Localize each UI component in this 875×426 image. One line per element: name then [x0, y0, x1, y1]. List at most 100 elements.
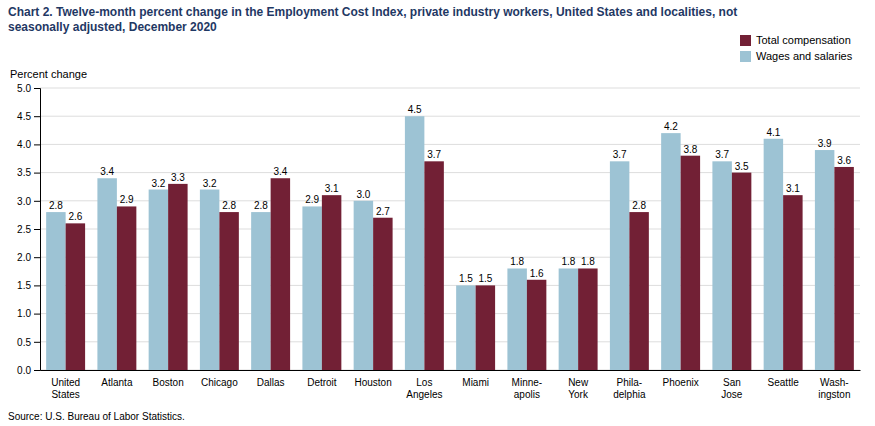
data-label: 2.8: [632, 200, 646, 211]
x-tick-label: Minne-apolis: [512, 377, 543, 400]
x-tick-label: Phila-delphia: [613, 377, 646, 400]
x-tick-label-line: Los: [416, 377, 432, 388]
source: Source: U.S. Bureau of Labor Statistics.: [8, 411, 185, 422]
y-tick-mark: [34, 229, 40, 230]
title: Chart 2. Twelve-month percent change in …: [8, 5, 737, 34]
bar: [815, 150, 834, 370]
data-label: 2.9: [305, 194, 319, 205]
bar: [66, 223, 85, 370]
bar: [578, 268, 597, 370]
y-tick: 4.5: [17, 111, 40, 122]
x-tick-label-line: Chicago: [201, 377, 238, 388]
data-label: 1.6: [530, 268, 544, 279]
bar: [271, 178, 290, 370]
x-tick-label-line: delphia: [613, 389, 646, 400]
x-tick-label: Houston: [355, 377, 392, 388]
x-tick-label-line: Angeles: [406, 389, 442, 400]
legend: Total compensationWages and salaries: [740, 34, 853, 62]
data-label: 3.2: [203, 178, 217, 189]
x-tick-label-line: Wash-: [820, 377, 849, 388]
y-tick-label: 1.0: [17, 308, 31, 319]
bar: [681, 156, 700, 370]
data-label: 4.5: [408, 104, 422, 115]
bar: [373, 218, 392, 370]
data-label: 3.1: [325, 183, 339, 194]
y-tick: 2.0: [17, 252, 40, 263]
grid-line: [40, 88, 860, 89]
bar: [661, 133, 680, 370]
x-tick-label-line: Minne-: [512, 377, 543, 388]
x-tick: Chicago: [201, 377, 238, 388]
bar: [610, 161, 629, 370]
x-tick-label-line: New: [568, 377, 589, 388]
bar: [629, 212, 648, 370]
bar-series: [46, 116, 834, 370]
y-tick-label: 1.5: [17, 280, 31, 291]
y-tick-mark: [34, 116, 40, 117]
y-tick: 4.0: [17, 139, 40, 150]
data-labels: 2.83.43.23.22.82.93.04.51.51.81.83.74.23…: [49, 104, 852, 284]
x-tick: Boston: [153, 377, 184, 388]
x-tick: Houston: [355, 377, 392, 388]
y-tick-mark: [34, 88, 40, 89]
x-tick-label-line: San: [723, 377, 741, 388]
data-label: 4.1: [766, 127, 780, 138]
data-label: 1.5: [478, 273, 492, 284]
x-tick-label: NewYork: [568, 377, 589, 400]
x-tick: Minne-apolis: [512, 377, 543, 400]
chart: Chart 2. Twelve-month percent change in …: [0, 0, 875, 426]
legend-item: Total compensation: [740, 34, 851, 46]
bar: [424, 161, 443, 370]
grid-line: [40, 144, 860, 145]
x-tick-label: Seattle: [768, 377, 800, 388]
x-tick-label-line: Phoenix: [663, 377, 699, 388]
x-tick: Phila-delphia: [613, 377, 646, 400]
y-tick-mark: [34, 370, 40, 371]
y-tick: 0.0: [17, 365, 40, 376]
x-axis-line: [41, 370, 861, 371]
x-axis: UnitedStatesAtlantaBostonChicagoDallasDe…: [41, 371, 861, 400]
x-tick-label: LosAngeles: [406, 377, 442, 400]
y-tick-label: 4.5: [17, 111, 31, 122]
x-tick: Atlanta: [101, 377, 133, 388]
y-tick-mark: [34, 257, 40, 258]
x-tick-label: Phoenix: [663, 377, 699, 388]
x-tick-label: Atlanta: [101, 377, 133, 388]
x-tick-label-line: ingston: [818, 389, 850, 400]
x-tick-label-line: States: [51, 389, 79, 400]
data-label: 3.7: [715, 149, 729, 160]
data-label: 3.9: [818, 138, 832, 149]
y-tick-mark: [34, 342, 40, 343]
x-tick-label: Miami: [462, 377, 489, 388]
x-tick-label-line: Seattle: [768, 377, 800, 388]
y-tick-label: 0.5: [17, 337, 31, 348]
y-tick-mark: [34, 144, 40, 145]
x-tick-label-line: Miami: [462, 377, 489, 388]
data-label: 3.8: [683, 144, 697, 155]
plot: 2.83.43.23.22.82.93.04.51.51.81.83.74.23…: [17, 83, 860, 400]
y-tick: 0.5: [17, 337, 40, 348]
data-label: 3.1: [786, 183, 800, 194]
x-tick-label-line: United: [51, 377, 80, 388]
legend-label: Total compensation: [756, 34, 851, 46]
bar: [302, 206, 321, 370]
y-tick-label: 0.0: [17, 365, 31, 376]
y-axis-line: [34, 89, 41, 371]
x-tick: Miami: [462, 377, 489, 388]
bar: [527, 280, 546, 370]
legend-swatch: [740, 35, 751, 46]
y-tick-label: 5.0: [17, 83, 31, 94]
x-tick-label: Wash-ingston: [818, 377, 850, 400]
y-tick-mark: [34, 314, 40, 315]
data-label: 2.8: [254, 200, 268, 211]
data-label: 2.9: [120, 194, 134, 205]
x-tick-label-line: Boston: [153, 377, 184, 388]
x-tick-label: Dallas: [257, 377, 285, 388]
y-tick-label: 2.0: [17, 252, 31, 263]
data-label: 3.7: [427, 149, 441, 160]
bar: [405, 116, 424, 370]
data-label: 1.5: [459, 273, 473, 284]
x-tick: UnitedStates: [51, 377, 80, 400]
x-tick: Seattle: [768, 377, 800, 388]
data-label: 3.2: [151, 178, 165, 189]
